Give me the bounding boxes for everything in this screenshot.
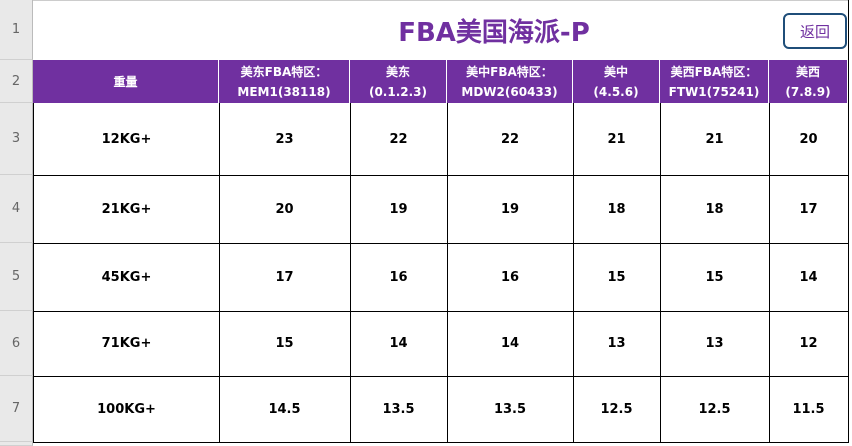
header-text: 重量 bbox=[113, 74, 138, 89]
header-text: 美西 bbox=[795, 64, 820, 79]
price-cell: 16 bbox=[447, 243, 574, 312]
header-text: FTW1(75241) bbox=[668, 84, 760, 99]
weight-cell: 100KG+ bbox=[33, 376, 220, 443]
sheet-title: FBA美国海派-P bbox=[398, 17, 590, 48]
price-cell: 21 bbox=[573, 103, 661, 176]
header-cell: 美西FBA特区： FTW1(75241) bbox=[660, 60, 769, 103]
price-cell: 23 bbox=[219, 103, 351, 176]
price-cell: 13.5 bbox=[447, 376, 574, 443]
price-cell: 14.5 bbox=[219, 376, 351, 443]
price-cell: 13 bbox=[573, 311, 661, 377]
price-cell: 17 bbox=[219, 243, 351, 312]
row-number: 3 bbox=[0, 103, 33, 175]
price-cell: 15 bbox=[219, 311, 351, 377]
price-cell: 20 bbox=[769, 103, 849, 176]
header-cell: 美中 (4.5.6) bbox=[573, 60, 660, 103]
price-cell: 13.5 bbox=[350, 376, 448, 443]
row-number bbox=[0, 442, 33, 446]
header-text: MEM1(38118) bbox=[237, 84, 331, 99]
price-cell: 12 bbox=[769, 311, 849, 377]
price-cell: 17 bbox=[769, 175, 849, 244]
row-number: 1 bbox=[0, 0, 33, 60]
header-cell: 美中FBA特区： MDW2(60433) bbox=[447, 60, 573, 103]
price-cell: 20 bbox=[219, 175, 351, 244]
row-number: 7 bbox=[0, 376, 33, 442]
header-cell: 重量 bbox=[33, 60, 219, 103]
header-text: 美中 bbox=[603, 64, 628, 79]
price-cell: 12.5 bbox=[660, 376, 770, 443]
price-cell: 22 bbox=[447, 103, 574, 176]
weight-cell: 45KG+ bbox=[33, 243, 220, 312]
weight-cell: 21KG+ bbox=[33, 175, 220, 244]
price-cell: 18 bbox=[573, 175, 661, 244]
header-cell: 美东FBA特区： MEM1(38118) bbox=[219, 60, 350, 103]
price-cell: 13 bbox=[660, 311, 770, 377]
price-cell: 21 bbox=[660, 103, 770, 176]
price-cell: 12.5 bbox=[573, 376, 661, 443]
row-number: 4 bbox=[0, 175, 33, 243]
price-cell: 19 bbox=[350, 175, 448, 244]
top-border bbox=[33, 0, 848, 1]
row-number: 2 bbox=[0, 60, 33, 103]
price-cell: 11.5 bbox=[769, 376, 849, 443]
header-text: 美中FBA特区： bbox=[466, 64, 553, 79]
header-text: 美东FBA特区： bbox=[240, 64, 328, 79]
price-cell: 19 bbox=[447, 175, 574, 244]
price-cell: 22 bbox=[350, 103, 448, 176]
price-cell: 18 bbox=[660, 175, 770, 244]
header-text: MDW2(60433) bbox=[461, 84, 558, 99]
header-cell: 美西 (7.8.9) bbox=[769, 60, 848, 103]
price-cell: 14 bbox=[350, 311, 448, 377]
back-button[interactable]: 返回 bbox=[783, 13, 847, 49]
header-text: (0.1.2.3) bbox=[368, 84, 428, 99]
price-cell: 14 bbox=[769, 243, 849, 312]
row-number: 6 bbox=[0, 311, 33, 376]
header-text: (7.8.9) bbox=[785, 84, 831, 99]
price-cell: 16 bbox=[350, 243, 448, 312]
price-cell: 15 bbox=[660, 243, 770, 312]
weight-cell: 12KG+ bbox=[33, 103, 220, 176]
weight-cell: 71KG+ bbox=[33, 311, 220, 377]
header-text: 美西FBA特区： bbox=[670, 64, 758, 79]
header-cell: 美东 (0.1.2.3) bbox=[350, 60, 447, 103]
header-text: (4.5.6) bbox=[593, 84, 639, 99]
price-cell: 14 bbox=[447, 311, 574, 377]
price-cell: 15 bbox=[573, 243, 661, 312]
row-number: 5 bbox=[0, 243, 33, 311]
header-text: 美东 bbox=[385, 64, 410, 79]
